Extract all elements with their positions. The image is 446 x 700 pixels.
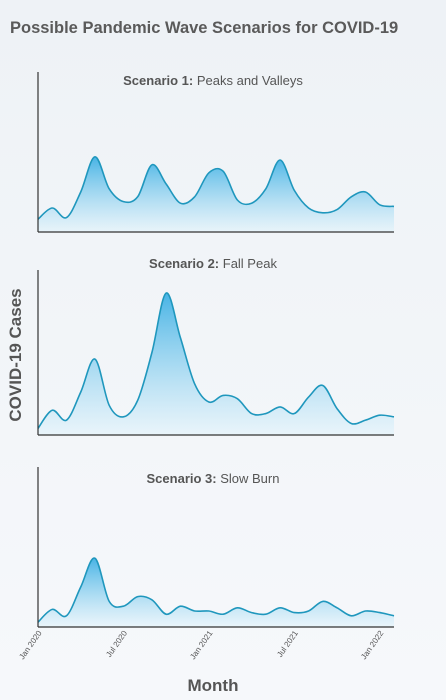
panel-title-rest: Slow Burn <box>217 471 280 486</box>
panel-title: Scenario 1: Peaks and Valleys <box>123 73 303 88</box>
series-line <box>37 156 395 220</box>
panel-title-bold: Scenario 1: <box>123 73 193 88</box>
x-tick-label: Jul 2021 <box>275 629 300 659</box>
series-area <box>38 558 394 627</box>
series-line <box>37 292 395 429</box>
x-axis-title: Month <box>188 676 239 695</box>
chart-panels: Scenario 1: Peaks and Valleys Scenario 2:… <box>17 72 395 662</box>
panel-title-rest: Peaks and Valleys <box>193 73 303 88</box>
series-area <box>38 156 394 232</box>
panel-title: Scenario 2: Fall Peak <box>149 256 277 271</box>
series-line <box>37 557 395 623</box>
panel-title-bold: Scenario 2: <box>149 256 219 271</box>
y-axis-title: COVID-19 Cases <box>6 288 25 421</box>
x-tick-label: Jul 2020 <box>104 629 129 659</box>
panel-title: Scenario 3: Slow Burn <box>147 471 280 486</box>
x-tick-label: Jan 2021 <box>188 629 215 662</box>
x-tick-label: Jan 2020 <box>17 629 44 662</box>
scenario-panel-2: Scenario 2: Fall Peak <box>37 256 395 436</box>
series-area <box>38 292 394 435</box>
scenario-panel-3: Scenario 3: Slow Burn Jan 2020 Jul 2020 Jan… <box>17 467 395 662</box>
panel-title-bold: Scenario 3: <box>147 471 217 486</box>
panel-title-rest: Fall Peak <box>219 256 277 271</box>
scenario-panel-1: Scenario 1: Peaks and Valleys <box>37 72 395 233</box>
chart-title: Possible Pandemic Wave Scenarios for COV… <box>10 19 398 37</box>
x-tick-label: Jan 2022 <box>359 629 386 662</box>
